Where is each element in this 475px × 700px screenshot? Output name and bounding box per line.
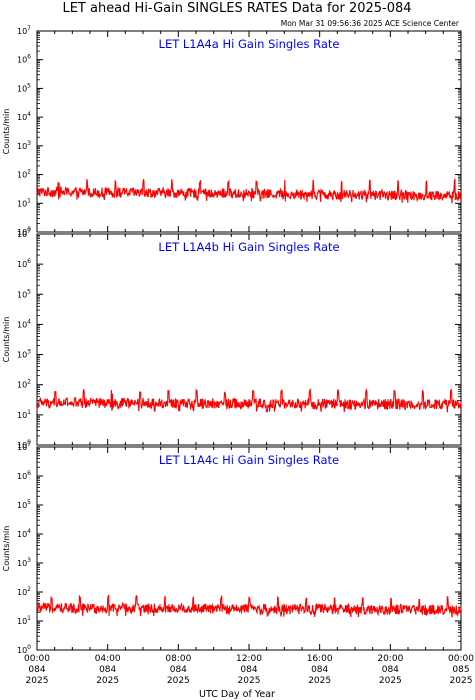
y-tick-label: 107 — [17, 441, 31, 452]
y-tick-label: 101 — [17, 409, 31, 420]
x-tick-label: 2025 — [26, 676, 49, 686]
panel-2: 100 101 102 103 104 105 106 107 Counts/min LET L1… — [2, 228, 462, 450]
x-tick-label: 2025 — [238, 676, 261, 686]
y-tick-label: 100 — [17, 226, 31, 237]
y-axis-label: Counts/min — [2, 526, 11, 572]
series-line — [36, 594, 462, 618]
x-tick-label: 085 — [452, 665, 469, 675]
y-tick-label: 104 — [17, 528, 31, 539]
x-tick-label: 084 — [240, 665, 257, 675]
panel-1: 100 101 102 103 104 105 106 107 Counts/min LET L1… — [2, 25, 462, 237]
y-tick-label: 105 — [17, 82, 31, 93]
y-tick-label: 103 — [17, 349, 31, 360]
y-tick-label: 100 — [17, 644, 31, 655]
y-tick-label: 102 — [17, 379, 31, 390]
x-tick-label: 2025 — [450, 676, 473, 686]
series-line — [36, 388, 462, 413]
y-tick-label: 103 — [17, 557, 31, 568]
plot-frame — [36, 30, 462, 233]
x-tick-label: 20:00 — [377, 654, 403, 664]
x-tick-label: 08:00 — [165, 654, 191, 664]
y-tick-label: 106 — [17, 54, 31, 65]
x-axis-title: UTC Day of Year — [199, 689, 275, 700]
x-tick-label: 084 — [311, 665, 328, 675]
y-tick-label: 105 — [17, 499, 31, 510]
x-tick-label: 00:00 — [24, 654, 50, 664]
x-tick-label: 04:00 — [95, 654, 121, 664]
panel-3: 100 101 102 103 104 105 106 107 Counts/min LET L1… — [2, 441, 462, 655]
panel-title: LET L1A4b Hi Gain Singles Rate — [158, 240, 339, 254]
x-tick-label: 2025 — [379, 676, 402, 686]
y-axis-label: Counts/min — [2, 317, 11, 363]
panel-title: LET L1A4c Hi Gain Singles Rate — [159, 453, 339, 467]
y-tick-label: 107 — [17, 25, 31, 36]
y-tick-label: 102 — [17, 586, 31, 597]
y-tick-label: 100 — [17, 439, 31, 450]
y-tick-label: 102 — [17, 169, 31, 180]
x-tick-label: 084 — [382, 665, 399, 675]
x-tick-label: 2025 — [96, 676, 119, 686]
x-tick-label: 084 — [28, 665, 45, 675]
y-axis-label: Counts/min — [2, 109, 11, 155]
main-title: LET ahead Hi-Gain SINGLES RATES Data for… — [62, 1, 411, 16]
panel-title: LET L1A4a Hi Gain Singles Rate — [159, 37, 340, 51]
y-tick-label: 106 — [17, 470, 31, 481]
y-tick-label: 103 — [17, 140, 31, 151]
x-tick-label: 2025 — [308, 676, 331, 686]
y-tick-label: 104 — [17, 111, 31, 122]
x-tick-label: 00:00 — [448, 654, 474, 664]
x-tick-label: 12:00 — [236, 654, 262, 664]
y-tick-label: 101 — [17, 615, 31, 626]
y-tick-label: 105 — [17, 288, 31, 299]
panels: 100 101 102 103 104 105 106 107 Counts/min LET L1… — [2, 25, 462, 655]
x-tick-label: 084 — [99, 665, 116, 675]
x-tick-label: 16:00 — [307, 654, 333, 664]
y-tick-label: 106 — [17, 258, 31, 269]
x-tick-label: 2025 — [167, 676, 190, 686]
plot-frame — [36, 446, 462, 651]
x-axis-labels: 00:00084202504:00084202508:00084202512:0… — [24, 654, 474, 686]
x-tick-label: 084 — [170, 665, 187, 675]
timestamp: Mon Mar 31 09:56:36 2025 ACE Science Cen… — [281, 19, 460, 28]
y-tick-label: 101 — [17, 197, 31, 208]
series-line — [36, 178, 462, 204]
y-tick-label: 107 — [17, 228, 31, 239]
plot-frame — [36, 233, 462, 446]
y-tick-label: 104 — [17, 318, 31, 329]
